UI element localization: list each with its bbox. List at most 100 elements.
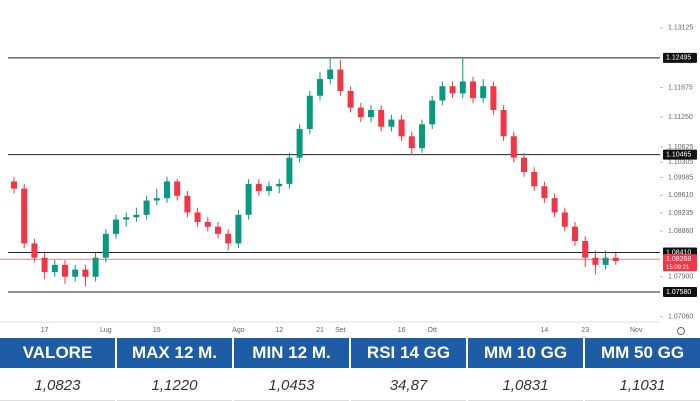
table-cell: 1,0831: [468, 370, 583, 401]
countdown: 15:09:21: [666, 265, 690, 271]
x-tick-label: 17: [41, 327, 49, 334]
candle-body: [388, 119, 395, 127]
candle-body: [582, 241, 589, 258]
candle-body: [235, 214, 242, 244]
candle-body: [143, 200, 150, 215]
candle-body: [306, 95, 313, 130]
candle-body: [378, 110, 385, 127]
level-label: 1.07580: [666, 289, 691, 296]
candle-body: [347, 90, 354, 108]
candle-body: [164, 181, 170, 199]
candle-body: [602, 257, 609, 265]
y-tick-label: 1.07060: [668, 314, 693, 321]
level-label-box: [663, 52, 697, 63]
candle-body: [123, 217, 130, 220]
x-tick-label: Ott: [428, 327, 437, 334]
candle-body: [133, 214, 140, 218]
candle-body: [449, 86, 456, 94]
x-tick-label: Set: [335, 327, 346, 334]
candle-body: [357, 107, 364, 118]
candle-body: [225, 233, 232, 244]
table-header: MM 50 GG: [585, 338, 700, 368]
candle-body: [276, 183, 283, 187]
x-tick-label: Lug: [100, 327, 112, 334]
candle-body: [204, 221, 211, 227]
candle-body: [521, 157, 527, 172]
candle-body: [215, 226, 221, 234]
candle-body: [194, 212, 201, 222]
y-tick-label: 1.10305: [668, 159, 693, 166]
candle-body: [337, 69, 344, 91]
candle-body: [286, 157, 293, 184]
chart: 1.13125 1.11875 1.11250 1.10625 1.10305 1.099…: [0, 25, 697, 335]
candle-body: [398, 119, 405, 137]
level-label: 1.08410: [666, 249, 691, 256]
candle-body: [245, 183, 252, 215]
y-tick-label: 1.09610: [668, 192, 693, 199]
candle-body: [408, 136, 415, 149]
candle-body: [368, 110, 374, 118]
candle-body: [296, 129, 303, 158]
candle-body: [51, 264, 58, 272]
y-tick-label: 1.09985: [668, 174, 693, 181]
level-label: 1.10465: [666, 151, 691, 158]
candle-body: [327, 69, 334, 80]
candle-body: [592, 257, 599, 265]
table-cell: 1,1031: [585, 370, 700, 401]
current-price-box: [663, 254, 697, 272]
candle-body: [31, 243, 38, 258]
table-header: VALORE: [0, 338, 115, 368]
y-tick-label: 1.07900: [668, 274, 693, 281]
y-tick-label: 1.09235: [668, 210, 693, 217]
candle-body: [11, 181, 17, 189]
candle-body: [429, 100, 436, 125]
candle-body: [500, 110, 507, 137]
candle-body: [102, 233, 109, 258]
candle-body: [317, 79, 323, 96]
x-tick-label: 21: [316, 327, 324, 334]
candle-body: [470, 81, 476, 99]
x-tick-label: 15: [153, 327, 161, 334]
y-tick-label: 1.13125: [668, 25, 693, 32]
table-header: RSI 14 GG: [351, 338, 466, 368]
candle-body: [184, 195, 191, 213]
candle-body: [459, 81, 466, 94]
candle-body: [21, 188, 28, 244]
table-cell: 34,87: [351, 370, 466, 401]
x-tick-label: 23: [581, 327, 589, 334]
candle-body: [561, 212, 568, 227]
stats-table: VALORE MAX 12 M. MIN 12 M. RSI 14 GG MM 10 G…: [0, 338, 700, 401]
candle-body: [531, 171, 538, 187]
candle-body: [551, 198, 558, 213]
level-label-box: [663, 149, 697, 160]
candle-body: [72, 269, 79, 277]
candle-body: [82, 269, 89, 277]
level-label-box: [663, 286, 697, 297]
y-tick-label: 1.11250: [668, 114, 693, 121]
x-tick-label: Ago: [232, 327, 245, 334]
x-tick-label: 14: [541, 327, 549, 334]
table-cell: 1,0453: [234, 370, 349, 401]
level-label: 1.12495: [666, 55, 691, 62]
table-cell: 1,0823: [0, 370, 115, 401]
table-header: MIN 12 M.: [234, 338, 349, 368]
x-tick-label: 16: [398, 327, 406, 334]
candle-body: [153, 198, 160, 201]
candle-body: [266, 186, 272, 192]
candle-body: [572, 226, 578, 242]
candle-body: [419, 124, 425, 149]
candle-body: [439, 86, 446, 101]
candle-body: [174, 181, 181, 196]
y-tick-label: 1.11875: [668, 84, 693, 91]
settings-icon[interactable]: [677, 327, 685, 335]
table-header: MM 10 GG: [468, 338, 583, 368]
candle-body: [255, 183, 262, 192]
candle-body: [510, 136, 517, 158]
y-tick-label: 1.10625: [668, 144, 693, 151]
table-header: MAX 12 M.: [117, 338, 232, 368]
current-price-label: 1.08268: [666, 256, 691, 263]
candle-body: [490, 86, 497, 111]
x-tick-label: Nov: [630, 327, 643, 334]
candle-body: [541, 186, 548, 199]
